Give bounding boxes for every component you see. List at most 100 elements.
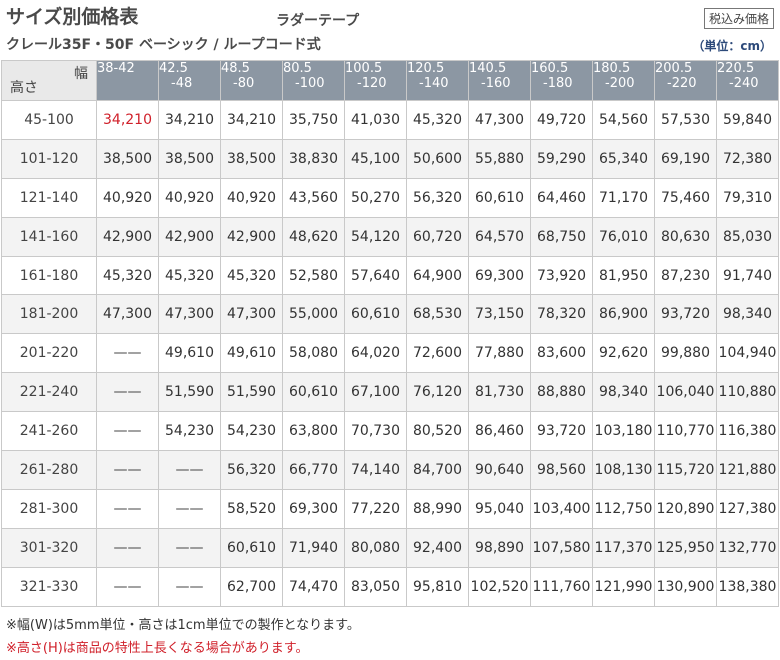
- column-header-line2: -48: [171, 76, 193, 91]
- column-header-line1: 180.5: [593, 61, 631, 77]
- column-header-line1: 80.5: [283, 61, 312, 77]
- price-cell: 75,460: [654, 177, 717, 218]
- table-corner-cell: 幅 高さ: [1, 60, 97, 101]
- unit-label: （単位：cm）: [692, 39, 772, 53]
- price-cell: 55,880: [468, 138, 531, 179]
- price-cell: 78,320: [530, 294, 593, 335]
- price-cell: 60,610: [282, 372, 345, 413]
- price-cell: 108,130: [592, 450, 655, 490]
- price-cell: 130,900: [654, 566, 717, 607]
- price-cell: 64,020: [344, 333, 407, 374]
- price-cell: 34,210: [96, 100, 159, 140]
- price-cell: 112,750: [592, 488, 655, 529]
- product-name: クレール35F・50F ベーシック / ループコード式: [6, 37, 321, 53]
- table-row: 301-320 —— —— 60,610 71,940 80,080 92,400 98,89…: [1, 527, 779, 568]
- column-header-width: 180.5 -200: [592, 60, 655, 101]
- price-cell: 65,340: [592, 138, 655, 179]
- row-header-height: 141-160: [1, 216, 97, 257]
- price-cell: 98,340: [592, 372, 655, 413]
- price-cell: 45,320: [158, 255, 221, 296]
- price-cell: 103,180: [592, 411, 655, 452]
- price-cell: 38,830: [282, 138, 345, 179]
- price-cell: 88,880: [530, 372, 593, 413]
- price-cell: 72,600: [406, 333, 469, 374]
- price-cell: 42,900: [96, 216, 159, 257]
- price-cell-unavailable: ——: [158, 488, 221, 529]
- table-row: 121-140 40,920 40,920 40,920 43,560 50,270 56,…: [1, 177, 779, 218]
- price-cell: 58,520: [220, 488, 283, 529]
- column-header-width: 38-42: [96, 60, 159, 101]
- price-cell: 125,950: [654, 527, 717, 568]
- price-cell: 80,520: [406, 411, 469, 452]
- price-cell: 98,560: [530, 450, 593, 490]
- price-cell: 59,840: [716, 100, 779, 140]
- price-cell: 64,900: [406, 255, 469, 296]
- column-header-line1: 48.5: [221, 61, 250, 77]
- price-cell: 51,590: [158, 372, 221, 413]
- tax-included-badge: 税込み価格: [703, 8, 774, 29]
- price-cell: 58,080: [282, 333, 345, 374]
- table-row: 321-330 —— —— 62,700 74,470 83,050 95,810 102,5…: [1, 566, 779, 607]
- height-variance-note: ※高さ(H)は商品の特性上長くなる場合があります。: [6, 641, 309, 656]
- price-cell: 49,720: [530, 100, 593, 140]
- price-cell: 47,300: [158, 294, 221, 335]
- price-cell: 110,880: [716, 372, 779, 413]
- price-cell: 92,620: [592, 333, 655, 374]
- price-cell: 54,120: [344, 216, 407, 257]
- width-axis-label: 幅: [74, 66, 88, 82]
- price-table-body: 45-100 34,210 34,210 34,210 35,750 41,030 45,3…: [1, 100, 779, 607]
- price-cell: 79,310: [716, 177, 779, 218]
- price-cell: 66,770: [282, 450, 345, 490]
- price-cell: 54,230: [158, 411, 221, 452]
- price-cell: 90,640: [468, 450, 531, 490]
- table-row: 221-240 —— 51,590 51,590 60,610 67,100 76,120 8…: [1, 372, 779, 413]
- price-cell: 38,500: [158, 138, 221, 179]
- price-cell: 45,320: [96, 255, 159, 296]
- price-cell: 121,880: [716, 450, 779, 490]
- price-cell: 83,600: [530, 333, 593, 374]
- price-cell: 71,170: [592, 177, 655, 218]
- price-cell: 74,140: [344, 450, 407, 490]
- price-cell: 76,120: [406, 372, 469, 413]
- price-cell: 55,000: [282, 294, 345, 335]
- price-cell: 41,030: [344, 100, 407, 140]
- price-cell: 57,530: [654, 100, 717, 140]
- price-cell-unavailable: ——: [158, 566, 221, 607]
- price-cell: 138,380: [716, 566, 779, 607]
- column-header-line2: -120: [357, 76, 387, 91]
- column-header-width: 140.5 -160: [468, 60, 531, 101]
- price-cell: 76,010: [592, 216, 655, 257]
- row-header-height: 121-140: [1, 177, 97, 218]
- column-header-width: 200.5 -220: [654, 60, 717, 101]
- price-cell: 40,920: [220, 177, 283, 218]
- column-header-line1: 160.5: [531, 61, 569, 77]
- table-row: 141-160 42,900 42,900 42,900 48,620 54,120 60,…: [1, 216, 779, 257]
- price-cell: 117,370: [592, 527, 655, 568]
- price-cell: 69,300: [468, 255, 531, 296]
- price-cell: 45,320: [406, 100, 469, 140]
- column-header-line1: 140.5: [469, 61, 507, 77]
- page-title: サイズ別価格表: [6, 6, 139, 28]
- price-cell: 111,760: [530, 566, 593, 607]
- price-cell: 70,730: [344, 411, 407, 452]
- price-cell: 56,320: [406, 177, 469, 218]
- price-cell: 38,500: [220, 138, 283, 179]
- price-cell: 64,570: [468, 216, 531, 257]
- table-row: 181-200 47,300 47,300 47,300 55,000 60,610 68,…: [1, 294, 779, 335]
- price-cell: 60,610: [344, 294, 407, 335]
- table-row: 201-220 —— 49,610 49,610 58,080 64,020 72,600 7…: [1, 333, 779, 374]
- price-cell: 49,610: [220, 333, 283, 374]
- column-header-line1: 100.5: [345, 61, 383, 77]
- price-cell-unavailable: ——: [96, 372, 159, 413]
- column-header-width: 48.5 -80: [220, 60, 283, 101]
- price-cell: 48,620: [282, 216, 345, 257]
- price-cell: 47,300: [468, 100, 531, 140]
- product-option-label: ラダーテープ: [276, 13, 360, 29]
- row-header-height: 201-220: [1, 333, 97, 374]
- price-cell: 72,380: [716, 138, 779, 179]
- price-cell: 127,380: [716, 488, 779, 529]
- price-cell: 34,210: [220, 100, 283, 140]
- price-cell: 49,610: [158, 333, 221, 374]
- price-cell: 67,100: [344, 372, 407, 413]
- price-cell-unavailable: ——: [158, 450, 221, 490]
